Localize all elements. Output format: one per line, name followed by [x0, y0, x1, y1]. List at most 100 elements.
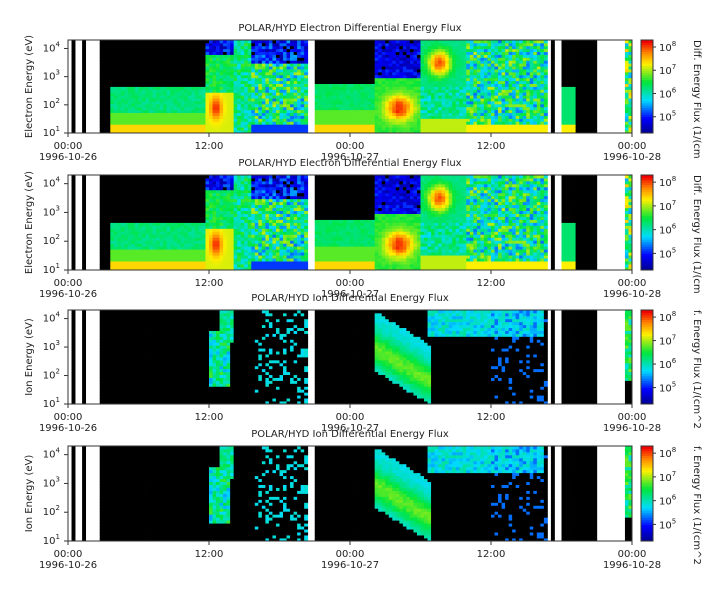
heatmap-cell — [209, 75, 213, 78]
heatmap-cell — [167, 72, 171, 75]
heatmap-cell — [463, 66, 467, 69]
colorbar-label: Diff. Energy Flux (1/(cm — [691, 40, 702, 159]
heatmap-cell — [375, 43, 379, 46]
heatmap-cell — [100, 75, 104, 78]
heatmap-cell — [163, 69, 167, 72]
heatmap-cell — [625, 60, 629, 63]
heatmap-cell — [82, 98, 86, 101]
heatmap-cell — [223, 101, 227, 104]
heatmap-cell — [103, 121, 107, 124]
heatmap-cell — [156, 49, 160, 52]
heatmap-cell — [452, 87, 456, 90]
heatmap-cell — [297, 110, 301, 113]
heatmap-cell — [117, 124, 121, 127]
heatmap-cell — [576, 81, 580, 84]
heatmap-cell — [191, 84, 195, 87]
heatmap-cell — [431, 52, 435, 55]
heatmap-cell — [523, 75, 527, 78]
colorbar-tick-base: 10 — [659, 43, 672, 54]
heatmap-cell — [191, 49, 195, 52]
heatmap-cell — [445, 95, 449, 98]
heatmap-cell — [149, 110, 153, 113]
heatmap-cell — [135, 249, 139, 252]
heatmap-cell — [100, 118, 104, 121]
heatmap-cell — [593, 101, 597, 104]
heatmap-cell — [124, 113, 128, 116]
heatmap-cell — [329, 55, 333, 58]
heatmap-cell — [424, 95, 428, 98]
heatmap-cell — [625, 127, 629, 130]
heatmap-cell — [368, 46, 372, 49]
heatmap-cell — [463, 104, 467, 107]
heatmap-cell — [364, 107, 368, 110]
heatmap-cell — [251, 87, 255, 90]
heatmap-cell — [153, 89, 157, 92]
heatmap-cell — [495, 78, 499, 81]
heatmap-cell — [170, 84, 174, 87]
heatmap-cell — [456, 110, 460, 113]
heatmap-cell — [498, 63, 502, 66]
heatmap-cell — [297, 84, 301, 87]
heatmap-cell — [371, 75, 375, 78]
heatmap-cell — [121, 255, 125, 258]
heatmap-cell — [167, 98, 171, 101]
heatmap-cell — [135, 49, 139, 52]
heatmap-cell — [269, 92, 273, 95]
heatmap-cell — [121, 89, 125, 92]
heatmap-cell — [350, 49, 354, 52]
heatmap-cell — [498, 43, 502, 46]
heatmap-cell — [424, 104, 428, 107]
heatmap-cell — [406, 57, 410, 60]
heatmap-cell — [139, 81, 143, 84]
heatmap-cell — [272, 87, 276, 90]
heatmap-cell — [283, 110, 287, 113]
heatmap-cell — [287, 89, 291, 92]
heatmap-cell — [202, 101, 206, 104]
heatmap-cell — [413, 60, 417, 63]
heatmap-cell — [424, 63, 428, 66]
heatmap-cell — [234, 101, 238, 104]
heatmap-cell — [431, 75, 435, 78]
heatmap-cell — [121, 113, 125, 116]
heatmap-cell — [593, 127, 597, 130]
heatmap-cell — [389, 46, 393, 49]
heatmap-cell — [135, 181, 139, 184]
heatmap-cell — [149, 72, 153, 75]
heatmap-cell — [135, 116, 139, 119]
heatmap-cell — [336, 60, 340, 63]
heatmap-cell — [167, 95, 171, 98]
heatmap-cell — [498, 66, 502, 69]
heatmap-cell — [470, 101, 474, 104]
heatmap-cell — [237, 121, 241, 124]
heatmap-cell — [385, 89, 389, 92]
heatmap-cell — [287, 43, 291, 46]
heatmap-cell — [191, 55, 195, 58]
heatmap-cell — [343, 104, 347, 107]
heatmap-cell — [216, 60, 220, 63]
heatmap-cell — [392, 78, 396, 81]
heatmap-cell — [117, 205, 121, 208]
heatmap-cell — [227, 87, 231, 90]
heatmap-cell — [153, 75, 157, 78]
heatmap-cell — [576, 127, 580, 130]
heatmap-cell — [170, 55, 174, 58]
heatmap-cell — [332, 57, 336, 60]
heatmap-cell — [438, 69, 442, 72]
heatmap-cell — [389, 60, 393, 63]
heatmap-cell — [227, 43, 231, 46]
heatmap-cell — [357, 63, 361, 66]
heatmap-cell — [361, 52, 365, 55]
heatmap-cell — [417, 57, 421, 60]
heatmap-cell — [498, 124, 502, 127]
heatmap-cell — [280, 46, 284, 49]
heatmap-cell — [480, 127, 484, 130]
heatmap-cell — [131, 43, 135, 46]
heatmap-cell — [378, 104, 382, 107]
heatmap-cell — [153, 81, 157, 84]
heatmap-cell — [251, 118, 255, 121]
heatmap-cell — [364, 121, 368, 124]
heatmap-cell — [198, 75, 202, 78]
heatmap-cell — [315, 92, 319, 95]
heatmap-cell — [304, 104, 308, 107]
heatmap-cell — [283, 101, 287, 104]
